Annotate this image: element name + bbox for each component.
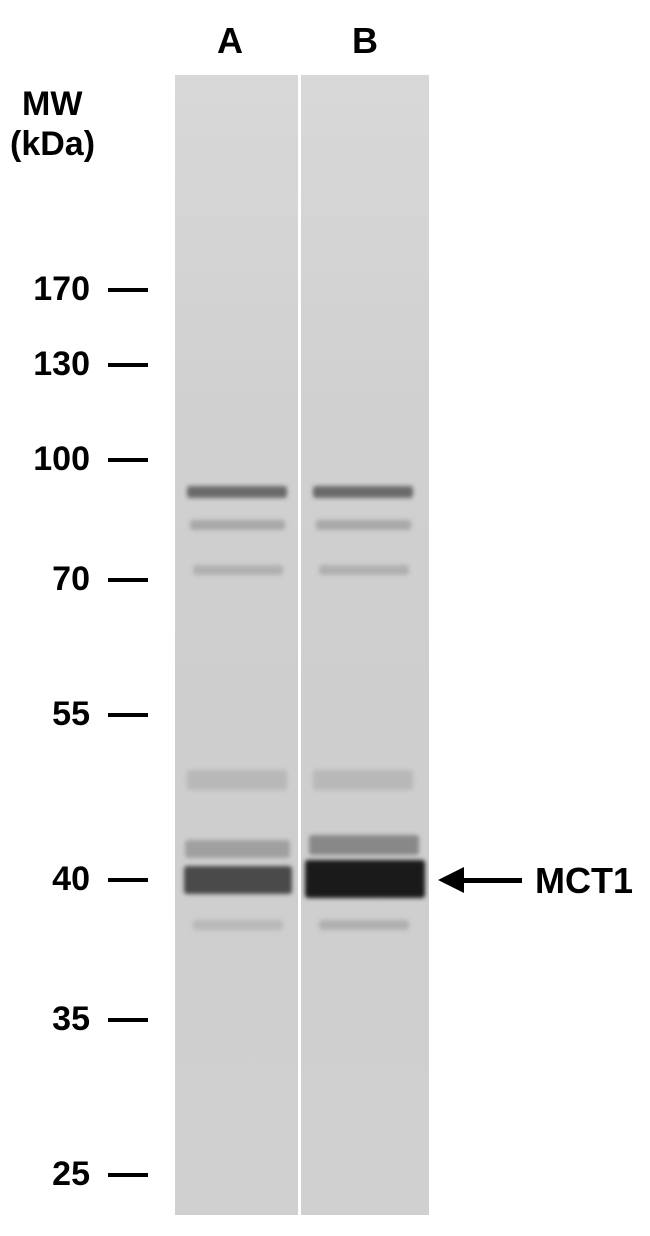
band-B-13: [319, 920, 409, 930]
target-arrow-line: [462, 878, 522, 883]
marker-tick-55: [108, 713, 148, 717]
band-A-0: [187, 486, 287, 498]
marker-tick-70: [108, 578, 148, 582]
marker-label-55: 55: [20, 695, 90, 734]
band-B-5: [319, 565, 409, 575]
blot-vignette: [172, 75, 432, 1215]
marker-label-170: 170: [20, 270, 90, 309]
marker-tick-130: [108, 363, 148, 367]
marker-label-25: 25: [20, 1155, 90, 1194]
target-label: MCT1: [535, 860, 633, 902]
target-arrow-head: [438, 867, 464, 893]
western-blot-figure: A B MW (kDa) 170 130 100 70 55 40 35 25 MCT1: [0, 0, 650, 1236]
lane-label-a: A: [210, 20, 250, 62]
marker-label-70: 70: [20, 560, 90, 599]
band-B-7: [313, 770, 413, 790]
band-A-10: [184, 866, 292, 894]
marker-label-130: 130: [20, 345, 90, 384]
band-A-12: [193, 920, 283, 930]
marker-label-40: 40: [20, 860, 90, 899]
marker-tick-100: [108, 458, 148, 462]
lane-divider: [298, 75, 301, 1215]
band-A-2: [190, 520, 285, 530]
band-B-3: [316, 520, 411, 530]
mw-label-line1: MW: [22, 85, 82, 124]
band-A-4: [193, 565, 283, 575]
blot-edge-right: [429, 75, 432, 1215]
marker-label-100: 100: [20, 440, 90, 479]
blot-edge-left: [172, 75, 175, 1215]
band-B-11: [305, 860, 425, 898]
marker-tick-35: [108, 1018, 148, 1022]
band-B-9: [309, 835, 419, 855]
band-B-1: [313, 486, 413, 498]
marker-label-35: 35: [20, 1000, 90, 1039]
marker-tick-170: [108, 288, 148, 292]
band-A-8: [185, 840, 290, 858]
marker-tick-40: [108, 878, 148, 882]
band-A-6: [187, 770, 287, 790]
marker-tick-25: [108, 1173, 148, 1177]
lane-label-b: B: [345, 20, 385, 62]
mw-label-line2: (kDa): [10, 125, 95, 164]
